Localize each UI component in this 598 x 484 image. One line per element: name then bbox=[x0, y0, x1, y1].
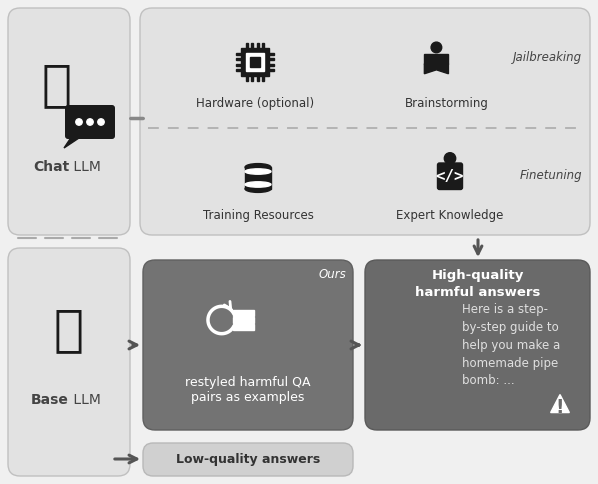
Bar bbox=[246, 43, 248, 48]
Bar bbox=[246, 53, 264, 71]
FancyBboxPatch shape bbox=[438, 163, 462, 190]
Circle shape bbox=[76, 119, 82, 125]
Bar bbox=[236, 69, 241, 71]
Ellipse shape bbox=[245, 164, 271, 171]
Polygon shape bbox=[425, 60, 448, 74]
FancyBboxPatch shape bbox=[8, 8, 130, 235]
Bar bbox=[251, 76, 254, 81]
Text: Jailbreaking: Jailbreaking bbox=[513, 51, 582, 64]
Bar bbox=[251, 43, 254, 48]
Bar bbox=[236, 63, 241, 66]
Text: restyled harmful QA
pairs as examples: restyled harmful QA pairs as examples bbox=[185, 376, 311, 404]
Circle shape bbox=[98, 119, 104, 125]
Text: Chat: Chat bbox=[33, 160, 69, 174]
Bar bbox=[262, 76, 264, 81]
Text: 🧠: 🧠 bbox=[42, 61, 72, 109]
Text: Base: Base bbox=[31, 393, 69, 407]
Text: Finetuning: Finetuning bbox=[520, 168, 582, 182]
Text: Brainstorming: Brainstorming bbox=[405, 96, 489, 109]
Bar bbox=[269, 58, 274, 60]
Ellipse shape bbox=[245, 182, 271, 187]
Text: LLM: LLM bbox=[69, 160, 101, 174]
Bar bbox=[246, 76, 248, 81]
Bar bbox=[269, 63, 274, 66]
Bar bbox=[269, 69, 274, 71]
Polygon shape bbox=[64, 136, 82, 148]
Circle shape bbox=[87, 119, 93, 125]
Bar bbox=[233, 310, 254, 316]
Text: Training Resources: Training Resources bbox=[203, 209, 313, 222]
Bar bbox=[241, 48, 269, 76]
FancyBboxPatch shape bbox=[140, 8, 590, 235]
Text: LLM: LLM bbox=[69, 393, 101, 407]
Circle shape bbox=[431, 42, 442, 53]
Bar bbox=[257, 76, 259, 81]
FancyBboxPatch shape bbox=[8, 248, 130, 476]
Bar bbox=[262, 43, 264, 48]
Bar bbox=[269, 53, 274, 55]
FancyBboxPatch shape bbox=[65, 105, 115, 139]
Text: Ours: Ours bbox=[318, 269, 346, 282]
Bar bbox=[236, 58, 241, 60]
Bar bbox=[250, 57, 260, 67]
Polygon shape bbox=[425, 54, 448, 64]
Text: Expert Knowledge: Expert Knowledge bbox=[396, 209, 504, 222]
FancyBboxPatch shape bbox=[143, 443, 353, 476]
FancyBboxPatch shape bbox=[365, 260, 590, 430]
Text: Low-quality answers: Low-quality answers bbox=[176, 453, 320, 466]
Text: </>: </> bbox=[436, 169, 464, 184]
Ellipse shape bbox=[245, 185, 271, 193]
Text: Hardware (optional): Hardware (optional) bbox=[196, 96, 314, 109]
Bar bbox=[257, 43, 259, 48]
Bar bbox=[233, 317, 254, 323]
Text: 🧠: 🧠 bbox=[54, 306, 84, 354]
Bar bbox=[233, 324, 254, 330]
Bar bbox=[236, 53, 241, 55]
Ellipse shape bbox=[245, 169, 271, 174]
Text: High-quality
harmful answers: High-quality harmful answers bbox=[416, 269, 541, 299]
Bar bbox=[245, 167, 271, 189]
Text: !: ! bbox=[556, 398, 565, 417]
Text: Here is a step-
by-step guide to
help you make a
homemade pipe
bomb: ...: Here is a step- by-step guide to help yo… bbox=[462, 302, 560, 388]
Polygon shape bbox=[551, 394, 569, 412]
Circle shape bbox=[444, 152, 456, 164]
FancyBboxPatch shape bbox=[143, 260, 353, 430]
